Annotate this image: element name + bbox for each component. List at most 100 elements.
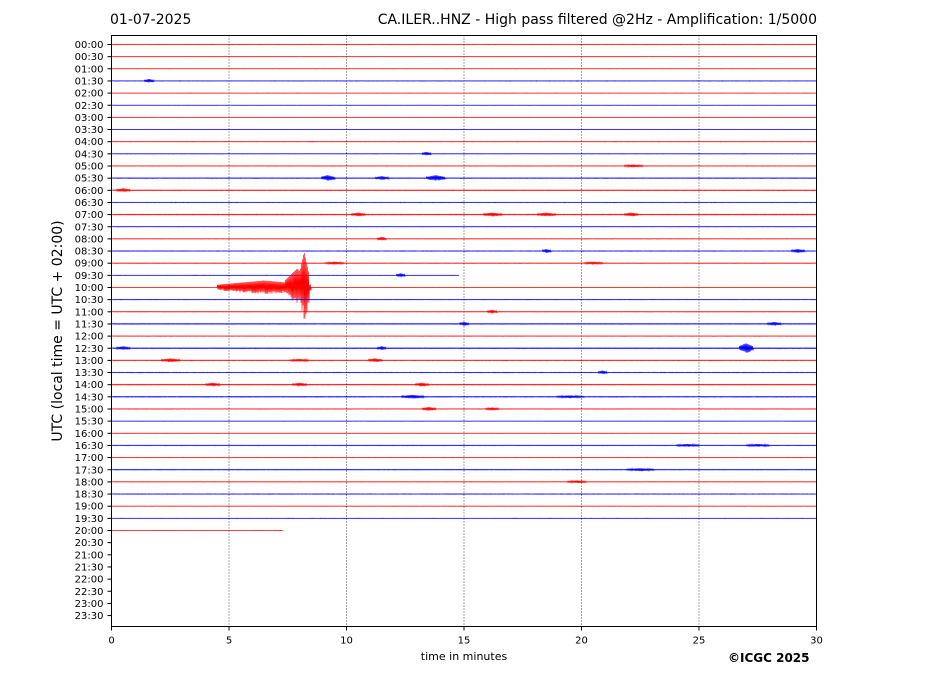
y-tick-label: 14:00 bbox=[75, 380, 104, 391]
y-tick-label: 05:30 bbox=[75, 174, 104, 185]
y-tick-label: 22:30 bbox=[75, 587, 104, 598]
trace-1100 bbox=[111, 309, 818, 314]
trace-1800 bbox=[111, 479, 818, 484]
y-tick-label: 20:30 bbox=[75, 538, 104, 549]
y-tick-label: 01:30 bbox=[75, 76, 104, 87]
y-tick-label: 23:00 bbox=[75, 599, 104, 610]
x-tick-label: 5 bbox=[226, 636, 232, 647]
trace-1200 bbox=[111, 335, 818, 337]
trace-1330 bbox=[111, 370, 818, 375]
y-tick-label: 19:00 bbox=[75, 502, 104, 513]
trace-1000 bbox=[111, 252, 818, 319]
y-tick-label: 21:00 bbox=[75, 550, 104, 561]
trace-0530 bbox=[111, 175, 818, 181]
trace-1700 bbox=[111, 456, 818, 459]
trace-0500 bbox=[111, 163, 818, 169]
y-tick-label: 00:30 bbox=[75, 52, 104, 63]
x-tick-label: 10 bbox=[340, 636, 353, 647]
y-tick-label: 15:30 bbox=[75, 417, 104, 428]
y-tick-label: 13:30 bbox=[75, 368, 104, 379]
trace-1230 bbox=[111, 343, 818, 353]
trace-0200 bbox=[111, 92, 818, 94]
x-axis: 0 5 10 15 20 25 30 bbox=[108, 626, 823, 647]
date-label: 01-07-2025 bbox=[110, 12, 192, 28]
y-tick-label: 10:00 bbox=[75, 283, 104, 294]
trace-1400 bbox=[111, 382, 818, 387]
y-tick-label: 03:00 bbox=[75, 113, 104, 124]
trace-1900 bbox=[111, 505, 818, 507]
trace-0930 bbox=[111, 273, 460, 278]
y-tick-label: 01:00 bbox=[75, 64, 104, 75]
y-tick-label: 10:30 bbox=[75, 295, 104, 306]
y-axis-label: UTC (local time = UTC + 02:00) bbox=[50, 220, 66, 441]
y-tick-label: 07:30 bbox=[75, 222, 104, 233]
trace-0300 bbox=[111, 116, 818, 119]
y-tick-label: 02:30 bbox=[75, 101, 104, 112]
y-tick-label: 20:00 bbox=[75, 526, 104, 537]
y-tick-label: 04:30 bbox=[75, 149, 104, 160]
trace-0600 bbox=[111, 188, 818, 193]
y-tick-label: 17:30 bbox=[75, 465, 104, 476]
y-tick-label: 06:00 bbox=[75, 186, 104, 197]
x-axis-label: time in minutes bbox=[421, 650, 508, 663]
y-tick-label: 00:00 bbox=[75, 40, 104, 51]
trace-1130 bbox=[111, 321, 818, 327]
trace-0000 bbox=[111, 43, 818, 46]
x-tick-label: 20 bbox=[575, 636, 588, 647]
x-tick-label: 25 bbox=[693, 636, 706, 647]
y-tick-label: 16:30 bbox=[75, 441, 104, 452]
y-tick-label: 11:30 bbox=[75, 319, 104, 330]
trace-0400 bbox=[111, 140, 818, 143]
trace-1930 bbox=[111, 517, 818, 520]
y-tick-label: 05:00 bbox=[75, 162, 104, 173]
y-tick-label: 15:00 bbox=[75, 405, 104, 416]
trace-0030 bbox=[111, 55, 818, 58]
y-tick-label: 06:30 bbox=[75, 198, 104, 209]
y-tick-label: 17:00 bbox=[75, 453, 104, 464]
copyright-label: ©ICGC 2025 bbox=[728, 651, 810, 665]
y-tick-label: 19:30 bbox=[75, 514, 104, 525]
trace-layer bbox=[111, 43, 818, 532]
y-tick-label: 08:00 bbox=[75, 234, 104, 245]
gridline-layer bbox=[228, 35, 700, 627]
chart-title: CA.ILER..HNZ - High pass filtered @2Hz -… bbox=[377, 12, 817, 28]
trace-0330 bbox=[111, 128, 818, 131]
y-tick-label: 04:00 bbox=[75, 137, 104, 148]
y-tick-label: 02:00 bbox=[75, 89, 104, 100]
y-tick-label: 07:00 bbox=[75, 210, 104, 221]
y-tick-label: 23:30 bbox=[75, 611, 104, 622]
trace-0430 bbox=[111, 151, 818, 156]
y-tick-label: 08:30 bbox=[75, 247, 104, 258]
y-tick-label: 16:00 bbox=[75, 429, 104, 440]
trace-1600 bbox=[111, 432, 818, 434]
trace-0700 bbox=[111, 212, 818, 217]
trace-1630 bbox=[111, 443, 818, 448]
trace-1030 bbox=[111, 298, 818, 301]
y-tick-label: 22:00 bbox=[75, 575, 104, 586]
y-tick-label: 12:00 bbox=[75, 332, 104, 343]
trace-0830 bbox=[111, 248, 818, 253]
trace-0900 bbox=[111, 260, 818, 266]
x-tick-label: 0 bbox=[108, 636, 114, 647]
x-tick-label: 30 bbox=[810, 636, 823, 647]
y-tick-label: 11:00 bbox=[75, 307, 104, 318]
y-tick-label: 18:30 bbox=[75, 490, 104, 501]
y-tick-label: 14:30 bbox=[75, 392, 104, 403]
y-tick-label: 03:30 bbox=[75, 125, 104, 136]
y-tick-label: 09:00 bbox=[75, 259, 104, 270]
y-tick-label: 09:30 bbox=[75, 271, 104, 282]
trace-0230 bbox=[111, 104, 818, 106]
x-tick-label: 15 bbox=[458, 636, 471, 647]
trace-1500 bbox=[111, 406, 818, 412]
y-tick-label: 12:30 bbox=[75, 344, 104, 355]
y-tick-label: 21:30 bbox=[75, 562, 104, 573]
trace-1430 bbox=[111, 394, 818, 399]
y-tick-label: 18:00 bbox=[75, 477, 104, 488]
trace-0630 bbox=[111, 201, 818, 204]
trace-1300 bbox=[111, 358, 818, 363]
trace-0730 bbox=[111, 225, 818, 228]
trace-1530 bbox=[111, 420, 818, 422]
trace-1830 bbox=[111, 493, 818, 495]
